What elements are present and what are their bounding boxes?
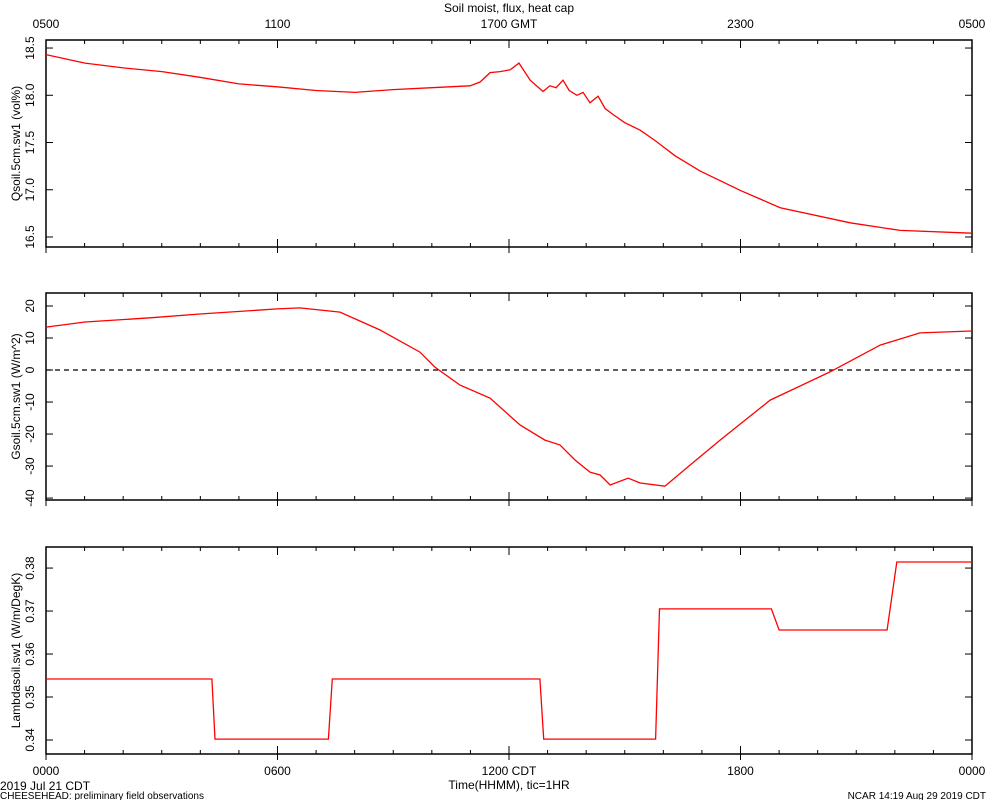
y-tick-label: 16.5 (23, 225, 37, 249)
x-tick-label: 0000 (959, 764, 986, 778)
plot-frame (45, 546, 973, 755)
plot-frame (45, 292, 973, 501)
y-tick-label: 18.5 (23, 36, 37, 60)
y-tick-label: -10 (23, 393, 37, 411)
data-line (45, 53, 973, 234)
y-tick-label: 17.0 (23, 178, 37, 202)
y-axis-label: Gsoil.5cm.sw1 (W/m^2) (9, 333, 23, 459)
y-axis-label: Qsoil.5cm.sw1 (vol%) (9, 86, 23, 201)
y-tick-label: 0.37 (23, 599, 37, 623)
x2-tick-label: 2300 (727, 17, 754, 31)
x-tick-label: 1200 CDT (482, 764, 537, 778)
x2-tick-label: 0500 (33, 17, 60, 31)
y-tick-label: -30 (23, 457, 37, 475)
y-tick-label: 0.36 (23, 642, 37, 666)
y-tick-label: -40 (23, 489, 37, 507)
x2-tick-label: 1700 GMT (481, 17, 538, 31)
y-axis-label: Lambdasoil.sw1 (W/m/DegK) (9, 573, 23, 728)
y-tick-label: 0.34 (23, 728, 37, 752)
x-tick-label: 0000 (33, 764, 60, 778)
x2-tick-label: 0500 (959, 17, 986, 31)
plot-frame (45, 39, 973, 248)
y-tick-label: 0.35 (23, 685, 37, 709)
x2-tick-label: 1100 (265, 17, 291, 31)
y-tick-label: 18.0 (23, 83, 37, 107)
x-tick-label: 0600 (264, 764, 291, 778)
data-line (45, 307, 973, 487)
x-axis-label: Time(HHMM), tic=1HR (448, 778, 570, 792)
y-tick-label: 20 (23, 299, 37, 313)
footer-credit: NCAR 14:19 Aug 29 2019 CDT (848, 791, 986, 800)
y-tick-label: 10 (23, 331, 37, 345)
footer-project: CHEESEHEAD: preliminary field observatio… (0, 791, 204, 800)
y-tick-label: -20 (23, 425, 37, 443)
y-tick-label: 0.38 (23, 556, 37, 580)
y-tick-label: 17.5 (23, 131, 37, 155)
x-tick-label: 1800 (727, 764, 754, 778)
footer-date: 2019 Jul 21 CDT (0, 779, 91, 793)
chart-title: Soil moist, flux, heat cap (444, 1, 574, 15)
data-line (46, 561, 972, 740)
y-tick-label: 0 (23, 366, 37, 373)
